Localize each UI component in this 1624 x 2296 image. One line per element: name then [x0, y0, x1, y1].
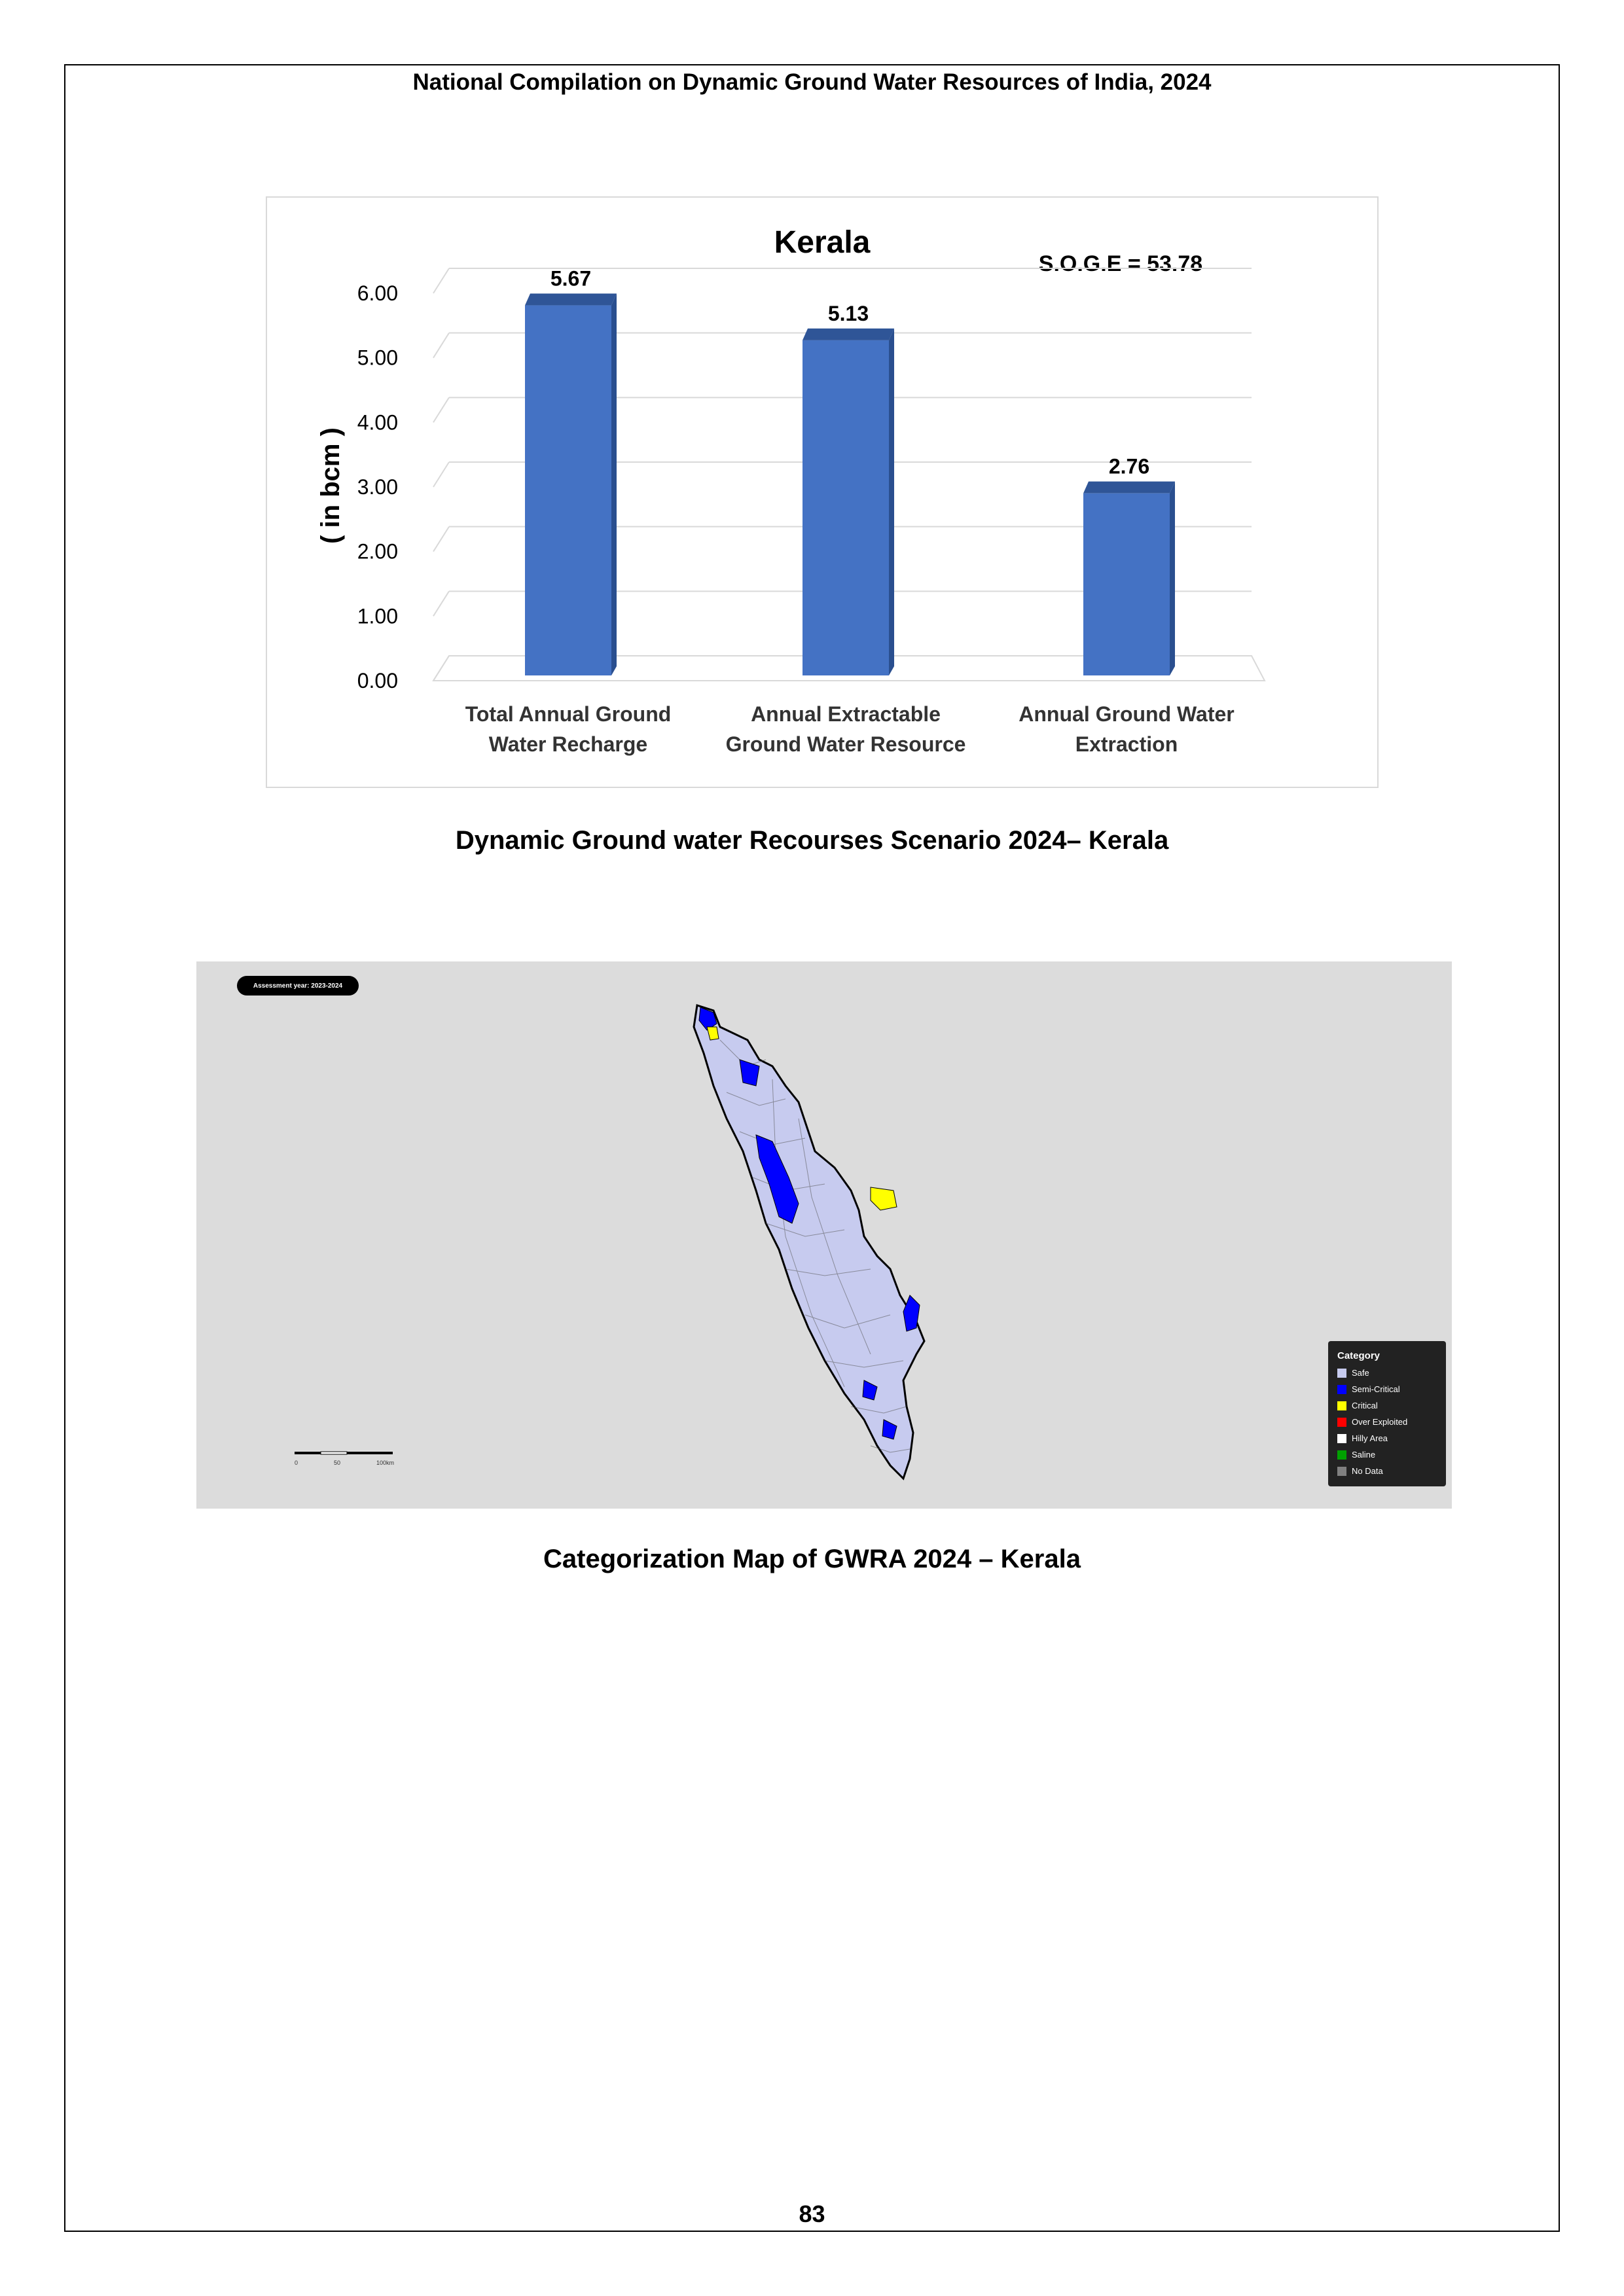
x-category-label: Annual Extractable: [751, 702, 941, 726]
scale-label-100: 100km: [376, 1460, 394, 1466]
page-frame: [64, 64, 1560, 2232]
legend-item: Saline: [1337, 1446, 1446, 1463]
y-tick-label: 4.00: [357, 410, 398, 434]
y-tick-label: 5.00: [357, 346, 398, 370]
legend-item: No Data: [1337, 1463, 1446, 1479]
legend-swatch: [1337, 1433, 1346, 1443]
legend-label: Semi-Critical: [1352, 1384, 1400, 1394]
page-number: 83: [799, 2200, 825, 2227]
x-category-label: Ground Water Resource: [726, 732, 966, 756]
chart-caption: Dynamic Ground water Recourses Scenario …: [455, 826, 1169, 855]
kerala-outline: [693, 1004, 926, 1480]
bar-value-label: 5.67: [550, 267, 591, 291]
semi-critical-zone-d: [862, 1380, 878, 1401]
x-category-label: Annual Ground Water: [1019, 702, 1234, 726]
sogeannotation: S.O.G.E = 53.78: [1039, 251, 1202, 276]
legend-swatch: [1337, 1466, 1346, 1476]
bar-side: [611, 293, 617, 675]
scale-label-50: 50: [334, 1460, 340, 1466]
legend-label: Saline: [1352, 1450, 1376, 1460]
chart-container: Kerala S.O.G.E = 53.78 0.00 1.00 2.00 3.00 4.0…: [266, 196, 1379, 788]
critical-zone-north: [706, 1026, 719, 1041]
map-legend: Category Safe Semi-Critical Critical Over E…: [1328, 1341, 1446, 1486]
critical-zone-east: [870, 1187, 897, 1211]
x-category-label: Water Recharge: [489, 732, 647, 756]
bar-top: [803, 328, 894, 340]
legend-swatch: [1337, 1384, 1346, 1394]
kerala-map-shape: [693, 1004, 926, 1480]
category-map: Assessment year: 2023-2024: [196, 961, 1452, 1509]
legend-item: Over Exploited: [1337, 1414, 1446, 1430]
bar-chart: Kerala S.O.G.E = 53.78 0.00 1.00 2.00 3.00 4.0…: [316, 225, 1266, 756]
bar-side: [889, 328, 894, 676]
page-header: National Compilation on Dynamic Ground W…: [412, 69, 1212, 95]
legend-swatch: [1337, 1368, 1346, 1378]
legend-label: Safe: [1352, 1368, 1369, 1378]
gridline-depth: [433, 332, 450, 359]
legend-label: No Data: [1352, 1466, 1383, 1476]
y-tick-label: 6.00: [357, 281, 398, 305]
chart-title: Kerala: [774, 225, 871, 260]
bar-side: [1170, 481, 1175, 675]
y-tick-label: 1.00: [357, 604, 398, 628]
scale-label-0: 0: [295, 1460, 298, 1466]
chart-floor: [432, 655, 1266, 681]
y-tick-label: 2.00: [357, 540, 398, 564]
gridline-depth: [433, 590, 450, 617]
legend-label: Critical: [1352, 1401, 1378, 1410]
gridline-depth: [433, 268, 450, 294]
gridline-depth: [433, 397, 450, 423]
gridline-depth: [433, 461, 450, 488]
y-axis-label: ( in bcm ): [316, 427, 345, 544]
bar: [525, 305, 611, 675]
bar-top: [1083, 481, 1175, 493]
bar: [1083, 493, 1170, 675]
bar-top: [525, 293, 617, 306]
x-category-label: Total Annual Ground: [465, 702, 672, 726]
assessment-year-badge: Assessment year: 2023-2024: [237, 976, 359, 996]
legend-swatch: [1337, 1417, 1346, 1427]
legend-item: Hilly Area: [1337, 1430, 1446, 1446]
semi-critical-zone-c: [903, 1295, 920, 1332]
legend-item: Semi-Critical: [1337, 1381, 1446, 1397]
gridline-depth: [433, 526, 450, 552]
x-category-label: Extraction: [1075, 732, 1178, 756]
bar-value-label: 2.76: [1109, 455, 1149, 478]
legend-label: Over Exploited: [1352, 1417, 1408, 1427]
map-caption: Categorization Map of GWRA 2024 – Kerala: [543, 1545, 1081, 1573]
legend-title: Category: [1337, 1350, 1380, 1361]
bar: [803, 340, 889, 675]
map-scale-bar: 0 50 100km: [295, 1449, 399, 1469]
y-tick-label: 3.00: [357, 475, 398, 499]
legend-label: Hilly Area: [1352, 1433, 1388, 1443]
legend-swatch: [1337, 1450, 1346, 1460]
semi-critical-zone-a: [739, 1059, 760, 1086]
legend-swatch: [1337, 1401, 1346, 1410]
legend-item: Critical: [1337, 1397, 1446, 1414]
semi-critical-zone-e: [882, 1419, 897, 1440]
bar-value-label: 5.13: [828, 302, 869, 325]
y-tick-label: 0.00: [357, 669, 398, 692]
semi-critical-zone-b: [755, 1134, 799, 1224]
legend-item: Safe: [1337, 1365, 1446, 1381]
